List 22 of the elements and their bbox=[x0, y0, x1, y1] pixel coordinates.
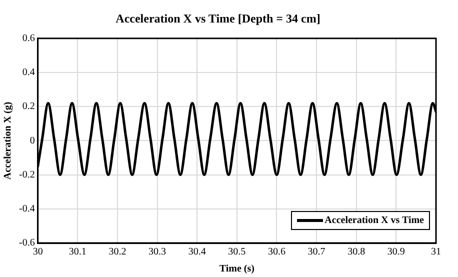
x-tick-label: 30.9 bbox=[387, 246, 405, 258]
y-axis-title: Acceleration X (g) bbox=[2, 102, 14, 180]
x-tick-label: 30.8 bbox=[348, 246, 366, 258]
x-tick-label: 30.4 bbox=[188, 246, 206, 258]
x-tick-label: 30.2 bbox=[108, 246, 126, 258]
y-tick-label: -0.6 bbox=[18, 238, 35, 249]
y-tick-label: 0.4 bbox=[22, 67, 35, 78]
x-tick-label: 30.6 bbox=[268, 246, 286, 258]
x-tick-label: 30.7 bbox=[308, 246, 326, 258]
x-tick-label: 30.1 bbox=[68, 246, 86, 258]
x-tick-label: 30.3 bbox=[148, 246, 166, 258]
chart-title: Acceleration X vs Time [Depth = 34 cm] bbox=[116, 11, 320, 26]
y-tick-label: 0 bbox=[30, 135, 35, 146]
y-tick-label: 0.2 bbox=[22, 101, 35, 112]
legend-label: Acceleration X vs Time bbox=[324, 215, 424, 226]
x-axis-title: Time (s) bbox=[219, 264, 254, 275]
y-tick-label: -0.2 bbox=[18, 169, 35, 180]
y-tick-label: 0.6 bbox=[22, 33, 35, 44]
x-tick-label: 31 bbox=[431, 246, 441, 258]
x-tick-label: 30.5 bbox=[228, 246, 246, 258]
y-tick-label: -0.4 bbox=[18, 204, 35, 215]
x-tick-label: 30 bbox=[32, 246, 43, 258]
